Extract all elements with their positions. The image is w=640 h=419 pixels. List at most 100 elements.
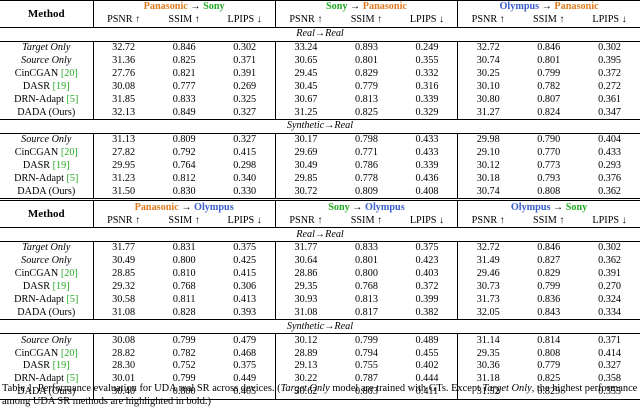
value-cell: 0.433 [415, 147, 439, 159]
value-cell: 30.45 [274, 80, 337, 94]
value-cell: 30.49 [92, 254, 154, 268]
source-device: Sony [325, 1, 348, 13]
value-cell: 0.375 [214, 241, 276, 255]
value-cell: 29.35 [457, 347, 519, 361]
citation: [20] [60, 268, 78, 280]
metric-header: SSIM ↑ [533, 214, 565, 226]
value-cell: 31.14 [457, 333, 519, 348]
value-cell: 0.811 [172, 294, 196, 306]
table-row: Source Only 31.36 0.825 0.371 30.65 0.801 0.35… [0, 54, 640, 68]
device-pair-header: Olympus → Panasonic [457, 0, 640, 14]
value-cell: 32.13 [92, 106, 154, 120]
value-cell: 0.808 [537, 185, 561, 197]
value-cell: 0.825 [172, 55, 196, 66]
source-device: Olympus [499, 1, 540, 13]
value-cell: 31.49 [457, 254, 519, 268]
value-cell: 30.49 [274, 159, 337, 173]
value-cell: 0.794 [354, 347, 378, 359]
value-cell: 0.829 [537, 268, 561, 280]
device-pair-header: Panasonic → Sony [92, 0, 276, 14]
citation: [5] [66, 93, 79, 105]
value-cell: 0.405 [214, 385, 276, 400]
value-cell: 28.82 [92, 347, 154, 361]
value-cell: 0.316 [415, 80, 439, 92]
table-row: DADA (Ours) 31.50 0.830 0.330 30.72 0.809 0.40… [0, 185, 640, 200]
method-name: Source Only [21, 134, 72, 146]
value-cell: 0.362 [598, 255, 622, 267]
value-cell: 0.833 [172, 93, 196, 105]
value-cell: 0.415 [233, 268, 257, 280]
table-row: CinCGAN [20] 27.82 0.792 0.415 29.69 0.771 0.4… [0, 146, 640, 160]
method-name: DASR [22, 160, 53, 172]
value-cell: 0.347 [598, 106, 622, 118]
value-cell: 30.67 [274, 93, 337, 107]
citation: [19] [52, 160, 70, 172]
value-cell: 0.833 [336, 241, 397, 255]
value-cell: 29.32 [92, 280, 154, 294]
value-cell: 0.800 [172, 255, 196, 267]
method-name: CinCGAN [14, 147, 61, 159]
method-cell: Target Only [0, 40, 93, 55]
table-row: DASR [19] 29.95 0.764 0.298 30.49 0.786 0.339 3… [0, 159, 640, 173]
value-cell: 30.12 [457, 159, 519, 173]
value-cell: 30.36 [457, 360, 519, 373]
value-cell: 0.814 [518, 333, 580, 348]
value-cell: 0.382 [415, 306, 439, 318]
metric-header: PSNR ↑ [274, 13, 337, 28]
table-row: CinCGAN [20] 27.76 0.821 0.391 29.45 0.829 0.3… [0, 67, 640, 81]
arrow-icon: → [181, 201, 192, 213]
table-row: DRN-Adapt [5] 30.58 0.811 0.413 30.93 0.813 0.… [0, 293, 640, 307]
value-cell: 0.332 [415, 67, 439, 79]
table-row: Source Only 30.08 0.799 0.479 30.12 0.799 0.48… [0, 333, 640, 348]
value-cell: 0.403 [415, 268, 439, 280]
section-label: Synthetic→Real [0, 119, 640, 134]
value-cell: 0.792 [172, 147, 196, 159]
table-row: Source Only 30.49 0.800 0.425 30.64 0.801 0.42… [0, 254, 640, 268]
table-row: DADA (Ours) 32.13 0.849 0.327 31.25 0.825 0.32… [0, 106, 640, 120]
value-cell: 0.773 [537, 160, 561, 172]
method-cell: DRN-Adapt [5] [0, 173, 93, 186]
value-cell: 0.843 [537, 306, 561, 318]
method-name: DRN-Adapt [14, 173, 67, 185]
value-cell: 31.77 [274, 241, 337, 255]
method-cell: DASR [19] [0, 160, 93, 173]
method-cell: DRN-Adapt [5] [0, 294, 93, 307]
method-header: Method [0, 0, 93, 28]
value-cell: 31.08 [274, 306, 337, 320]
value-cell: 0.846 [518, 40, 580, 55]
value-cell: 31.50 [92, 185, 154, 200]
value-cell: 0.809 [153, 132, 215, 147]
value-cell: 30.72 [274, 185, 337, 200]
value-cell: 0.787 [354, 373, 378, 385]
table-caption: Table 1. Performance evaluation for UDA … [2, 382, 638, 408]
method-cell: Source Only [0, 255, 93, 268]
device-pair-header: Sony → Panasonic [274, 0, 458, 14]
value-cell: 0.433 [396, 132, 458, 147]
target-device: Olympus [194, 201, 234, 213]
value-cell: 30.25 [457, 67, 519, 81]
value-cell: 0.813 [354, 93, 378, 105]
value-cell: 0.782 [537, 80, 561, 92]
value-cell: 32.72 [457, 40, 519, 55]
value-cell: 0.821 [172, 67, 196, 79]
citation: [19] [52, 80, 70, 92]
method-cell: Target Only [0, 241, 93, 255]
value-cell: 0.778 [354, 173, 378, 185]
metric-header: PSNR ↑ [457, 214, 519, 228]
value-cell: 30.40 [92, 385, 154, 400]
metric-header: LPIPS ↓ [409, 214, 445, 226]
target-device: Sony [203, 1, 225, 13]
arrow-icon: → [541, 1, 552, 13]
citation: [20] [60, 347, 78, 359]
table-row: DRN-Adapt [5] 30.01 0.799 0.449 30.22 0.787 0.… [0, 372, 640, 386]
value-cell: 0.361 [598, 93, 622, 105]
value-cell: 0.433 [598, 147, 622, 159]
value-cell: 0.362 [598, 185, 622, 197]
results-table: Method Panasonic → Sony Sony → Panasonic Ol… [0, 0, 640, 400]
value-cell: 29.95 [92, 159, 154, 173]
value-cell: 30.73 [457, 280, 519, 294]
value-cell: 0.298 [233, 160, 257, 172]
value-cell: 0.800 [354, 268, 378, 280]
method-cell: DRN-Adapt [5] [0, 373, 93, 386]
table-row: DRN-Adapt [5] 31.85 0.833 0.325 30.67 0.813 0.… [0, 93, 640, 107]
